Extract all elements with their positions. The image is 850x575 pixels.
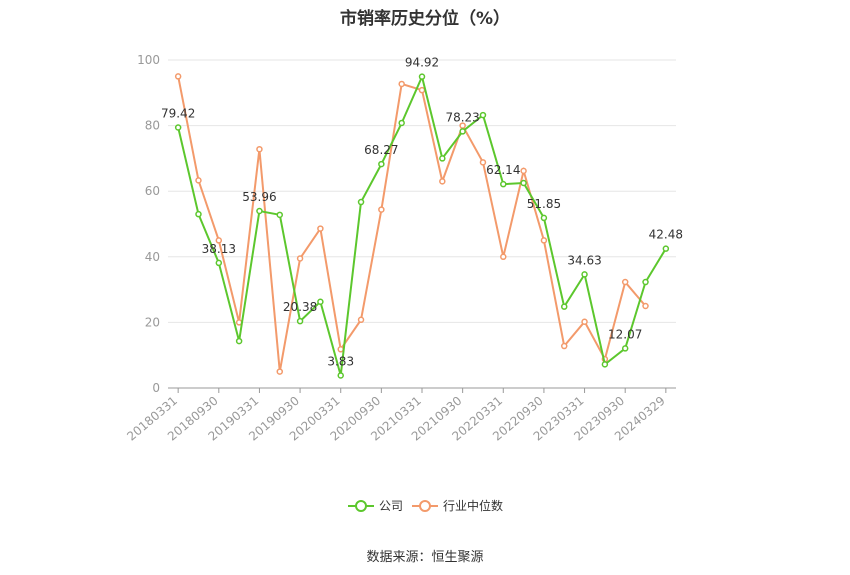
data-point[interactable] <box>296 255 304 262</box>
data-point[interactable] <box>398 119 405 127</box>
series-line <box>177 76 647 372</box>
data-point[interactable] <box>520 167 527 175</box>
y-tick-label: 80 <box>145 119 160 133</box>
data-label: 53.96 <box>242 190 276 204</box>
series-company <box>174 73 670 379</box>
data-point[interactable] <box>540 214 548 222</box>
data-point[interactable] <box>256 207 263 215</box>
data-point[interactable] <box>317 298 324 305</box>
data-point[interactable] <box>642 302 649 310</box>
data-point[interactable] <box>337 346 344 353</box>
data-point[interactable] <box>256 145 263 153</box>
x-axis: 2018033120180930201903312019093020200331… <box>124 387 676 444</box>
y-tick-label: 20 <box>145 315 160 329</box>
data-point[interactable] <box>500 180 507 188</box>
grid-lines <box>168 59 676 323</box>
data-point[interactable] <box>398 80 405 88</box>
data-point[interactable] <box>378 206 385 213</box>
chart-title: 市销率历史分位（%） <box>339 9 511 29</box>
legend-item-company[interactable]: 公司 <box>348 499 403 513</box>
data-label: 51.85 <box>527 197 561 211</box>
data-label: 62.14 <box>486 163 520 177</box>
data-label: 3.83 <box>327 354 354 368</box>
data-source: 数据来源：恒生聚源 <box>366 550 484 565</box>
y-tick-label: 0 <box>152 381 160 395</box>
data-point[interactable] <box>195 177 202 184</box>
data-point[interactable] <box>418 73 426 80</box>
data-label: 78.23 <box>445 110 479 124</box>
legend-label-company: 公司 <box>379 499 403 513</box>
data-point[interactable] <box>560 303 568 310</box>
data-point[interactable] <box>235 337 243 345</box>
data-point[interactable] <box>439 155 446 162</box>
data-point[interactable] <box>439 178 446 185</box>
data-label: 38.13 <box>202 242 236 256</box>
data-point[interactable] <box>560 342 568 350</box>
y-tick-label: 60 <box>145 184 160 198</box>
data-point[interactable] <box>500 253 507 261</box>
data-point[interactable] <box>479 159 487 166</box>
data-labels: 79.42 38.13 53.96 20.38 3.83 68.27 94.92 78.23 6… <box>161 56 683 369</box>
data-point[interactable] <box>581 318 588 325</box>
data-point[interactable] <box>581 271 588 278</box>
y-tick-label: 100 <box>137 53 160 67</box>
data-label: 94.92 <box>405 56 439 70</box>
data-point[interactable] <box>378 160 385 168</box>
data-point[interactable] <box>459 128 466 135</box>
legend: 公司 行业中位数 <box>348 498 503 513</box>
data-point[interactable] <box>296 317 304 325</box>
data-point[interactable] <box>357 198 365 206</box>
data-point[interactable] <box>174 124 182 131</box>
data-point[interactable] <box>621 345 629 352</box>
data-point[interactable] <box>276 368 284 375</box>
data-point[interactable] <box>357 316 365 324</box>
data-point[interactable] <box>621 278 629 286</box>
data-label: 12.07 <box>608 327 642 341</box>
data-point[interactable] <box>479 111 487 119</box>
data-point[interactable] <box>337 372 344 379</box>
data-label: 42.48 <box>649 228 683 242</box>
legend-label-industry-median: 行业中位数 <box>443 498 503 513</box>
data-point[interactable] <box>317 225 324 232</box>
data-point[interactable] <box>215 259 223 267</box>
data-point[interactable] <box>174 73 182 80</box>
data-label: 68.27 <box>364 143 398 157</box>
data-point[interactable] <box>276 211 284 219</box>
data-point[interactable] <box>459 122 466 129</box>
data-point[interactable] <box>540 237 548 244</box>
series-industry-median <box>174 73 649 375</box>
data-point[interactable] <box>195 210 202 218</box>
data-point[interactable] <box>520 179 527 187</box>
legend-item-industry-median[interactable]: 行业中位数 <box>412 498 503 513</box>
data-label: 79.42 <box>161 107 195 121</box>
y-tick-label: 40 <box>145 250 160 264</box>
data-point[interactable] <box>418 86 426 94</box>
y-axis: 0 20 40 60 80 100 <box>137 53 160 395</box>
data-point[interactable] <box>662 245 670 252</box>
data-label: 34.63 <box>567 253 601 267</box>
data-point[interactable] <box>601 361 609 368</box>
data-point[interactable] <box>642 278 649 286</box>
data-label: 20.38 <box>283 300 317 314</box>
data-point[interactable] <box>215 237 223 244</box>
series-group <box>174 73 670 379</box>
